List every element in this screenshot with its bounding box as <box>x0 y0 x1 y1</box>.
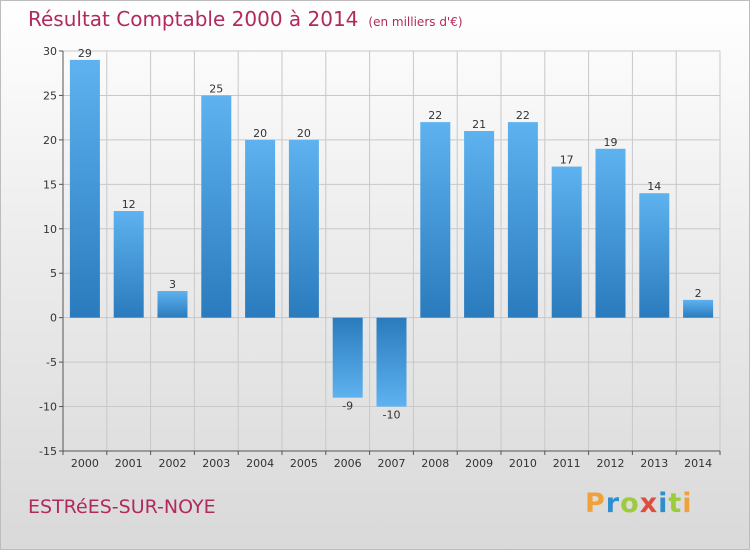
y-tick-label: 30 <box>43 45 57 58</box>
logo-letter: i <box>682 488 693 519</box>
x-tick-label: 2006 <box>334 457 362 470</box>
x-tick-label: 2013 <box>640 457 668 470</box>
logo-letter: P <box>585 488 606 519</box>
bar-2009 <box>464 131 495 318</box>
bar-2000 <box>69 59 100 318</box>
data-label: 3 <box>169 278 176 291</box>
y-tick-label: 0 <box>50 312 57 325</box>
x-tick-label: 2005 <box>290 457 318 470</box>
x-tick-label: 2014 <box>684 457 712 470</box>
data-label: 29 <box>78 47 92 60</box>
data-label: 19 <box>604 136 618 149</box>
data-label: 17 <box>560 154 574 167</box>
x-tick-label: 2002 <box>159 457 187 470</box>
data-label: 14 <box>647 180 661 193</box>
data-label: 22 <box>516 109 530 122</box>
proxiti-logo: Proxiti <box>585 488 693 519</box>
logo-letter: r <box>605 488 621 519</box>
y-tick-label: 10 <box>43 223 57 236</box>
logo-letter: i <box>658 488 669 519</box>
x-tick-label: 2011 <box>553 457 581 470</box>
data-label: -10 <box>383 409 401 422</box>
logo-letter: o <box>620 488 640 519</box>
x-tick-label: 2008 <box>421 457 449 470</box>
y-tick-label: 5 <box>50 267 57 280</box>
y-tick-label: 20 <box>43 134 57 147</box>
bar-2002 <box>157 291 188 318</box>
bar-2008 <box>420 122 451 318</box>
bar-2013 <box>639 193 670 318</box>
x-tick-label: 2012 <box>597 457 625 470</box>
bar-2007 <box>376 317 407 407</box>
y-tick-label: -15 <box>39 445 57 458</box>
data-label: 25 <box>209 82 223 95</box>
bar-2003 <box>201 95 232 318</box>
bar-2014 <box>683 299 714 318</box>
bar-2006 <box>332 317 363 398</box>
data-label: 2 <box>695 287 702 300</box>
x-tick-label: 2003 <box>202 457 230 470</box>
y-tick-label: 25 <box>43 89 57 102</box>
x-tick-label: 2009 <box>465 457 493 470</box>
bar-2011 <box>551 166 582 318</box>
data-label: 20 <box>297 127 311 140</box>
logo-letter: t <box>668 488 683 519</box>
logo-letter: x <box>639 488 659 519</box>
town-name: ESTRéES-SUR-NOYE <box>28 496 216 518</box>
y-tick-label: 15 <box>43 178 57 191</box>
chart-title: Résultat Comptable 2000 à 2014 (en millie… <box>28 7 463 31</box>
x-tick-label: 2004 <box>246 457 274 470</box>
x-tick-label: 2007 <box>378 457 406 470</box>
x-tick-label: 2000 <box>71 457 99 470</box>
bar-2012 <box>595 148 626 318</box>
bar-2001 <box>113 211 144 318</box>
bar-2004 <box>245 139 276 318</box>
chart-subtitle: (en milliers d'€) <box>368 15 463 29</box>
data-label: 21 <box>472 118 486 131</box>
x-tick-label: 2010 <box>509 457 537 470</box>
data-label: -9 <box>342 400 353 413</box>
y-tick-label: -5 <box>46 356 57 369</box>
bar-2005 <box>288 139 319 318</box>
data-label: 22 <box>428 109 442 122</box>
data-label: 12 <box>122 198 136 211</box>
x-tick-label: 2001 <box>115 457 143 470</box>
bar-2010 <box>507 122 538 318</box>
y-tick-label: -10 <box>39 401 57 414</box>
data-label: 20 <box>253 127 267 140</box>
